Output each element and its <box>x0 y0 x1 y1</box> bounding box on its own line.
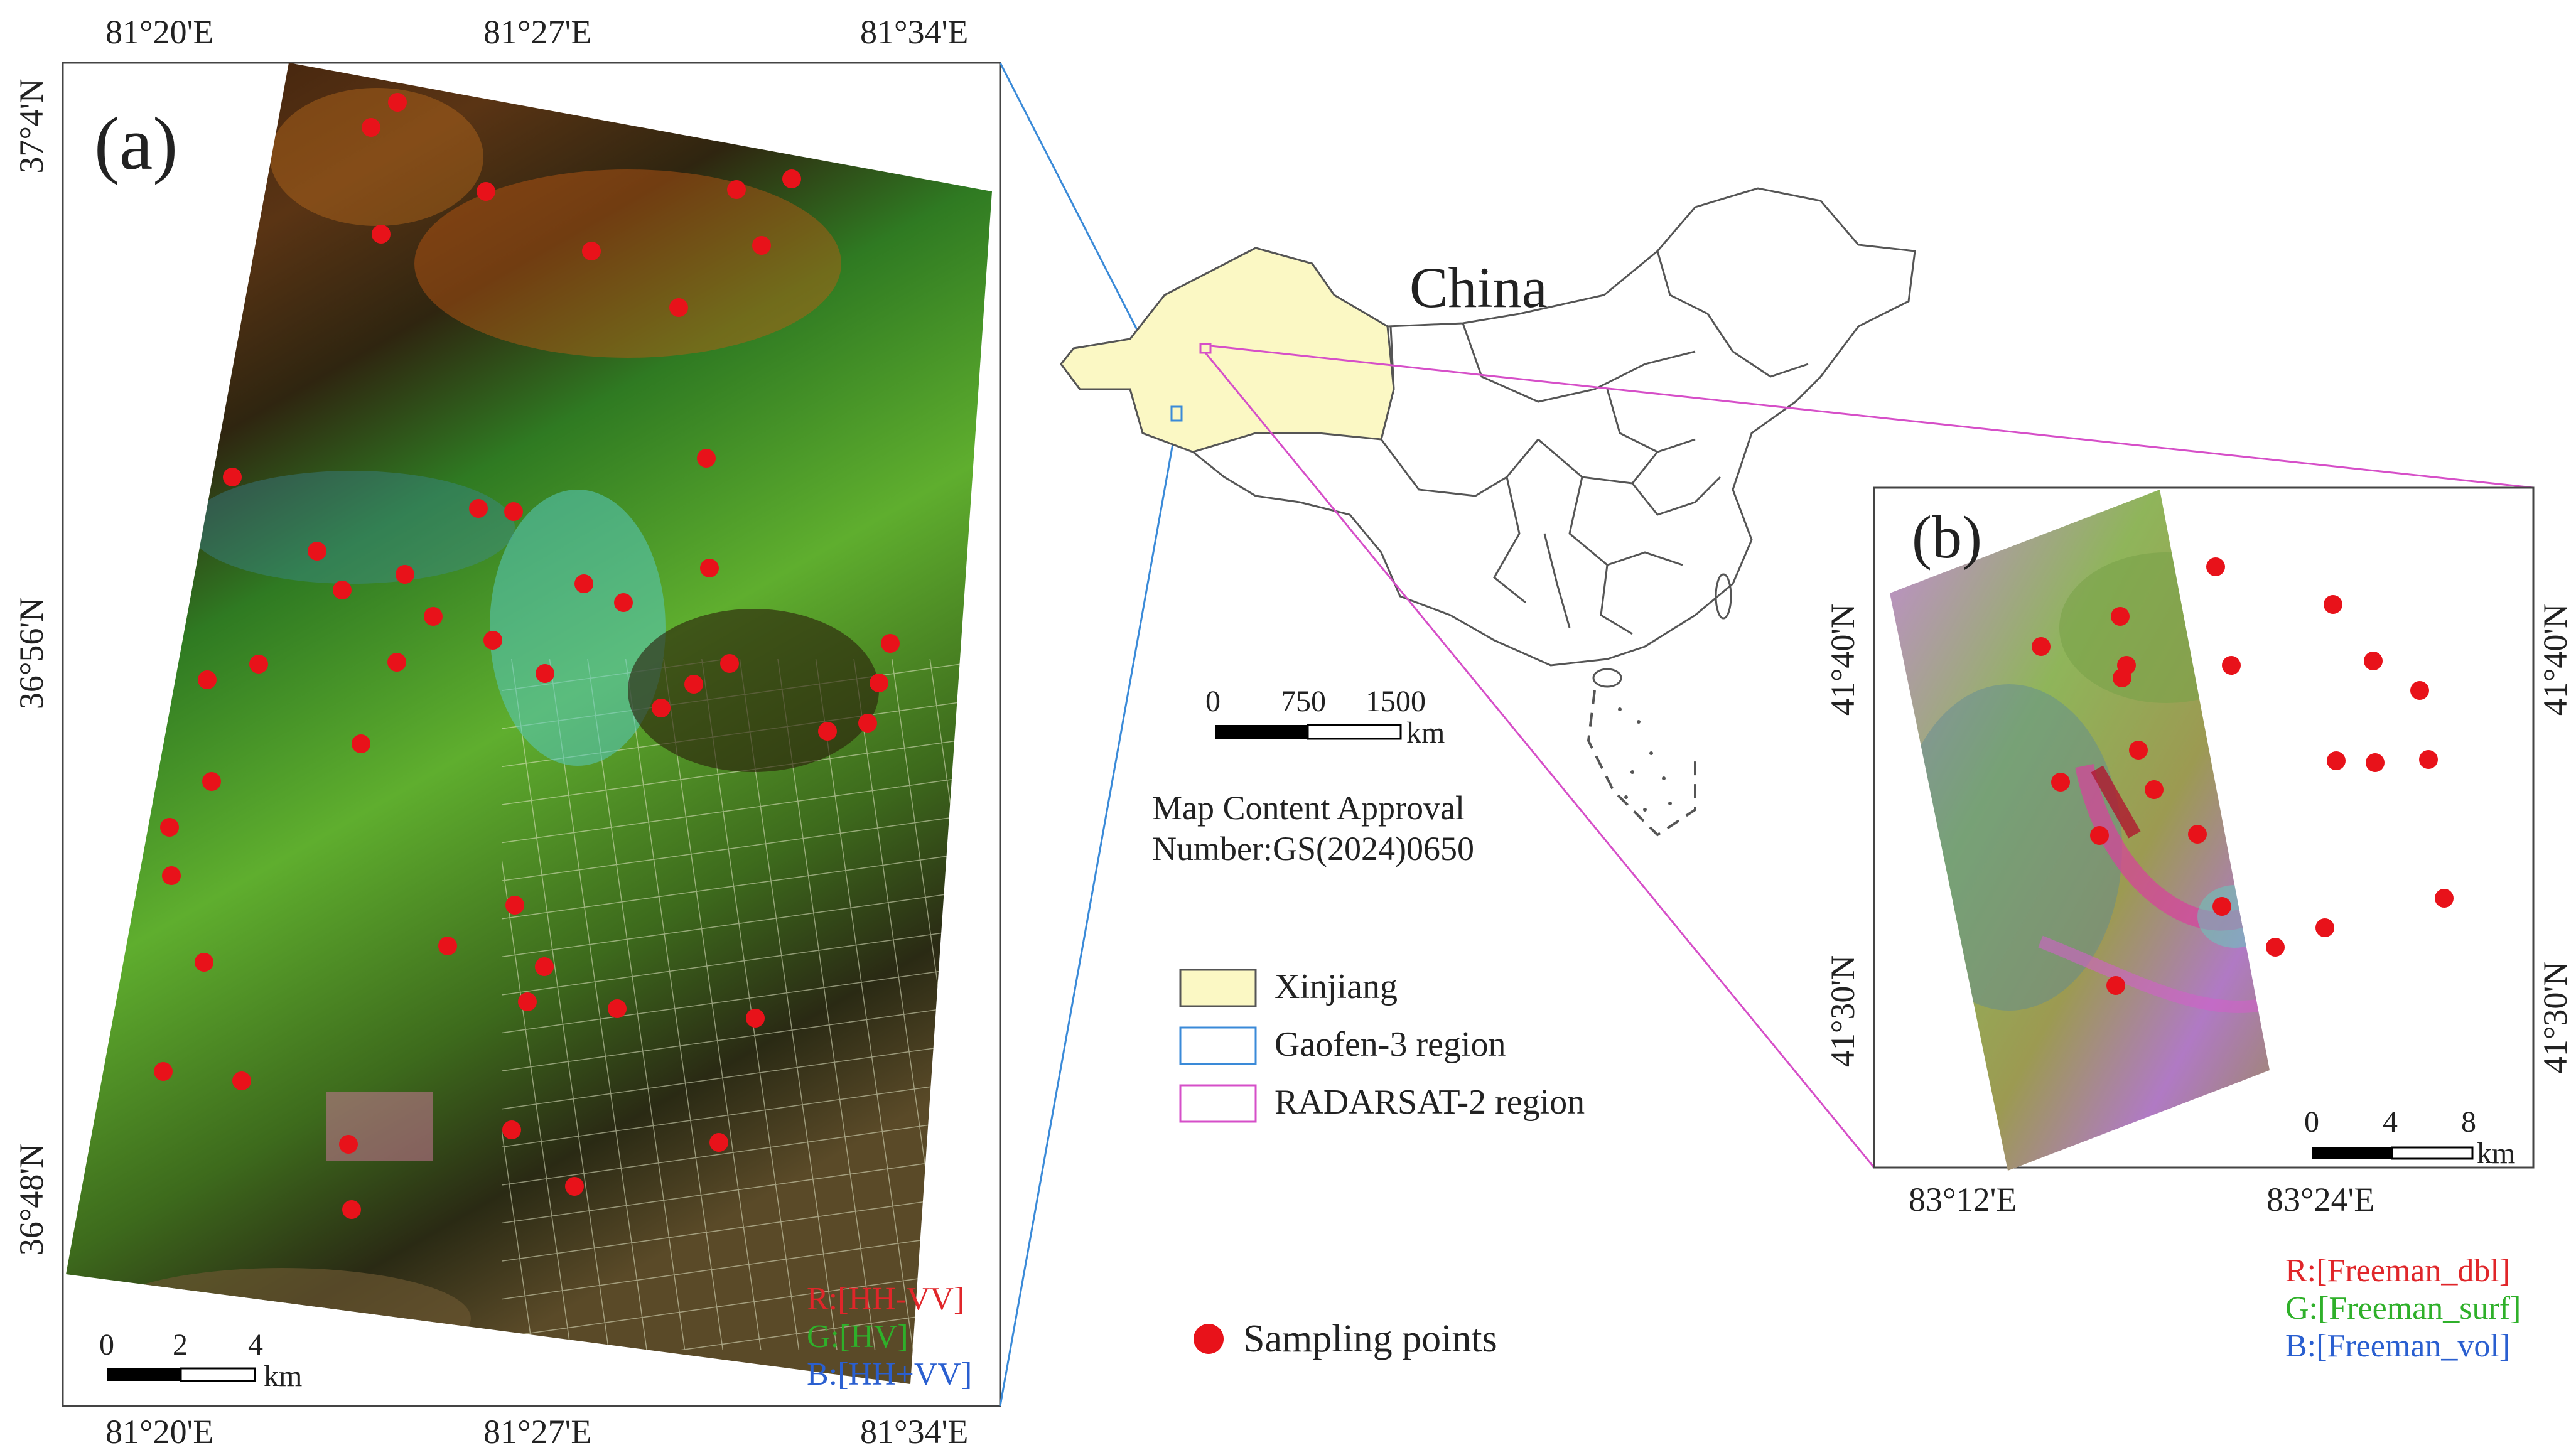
legend-swatch-xinjiang <box>1179 969 1257 1007</box>
panel-b-scale-0: 0 <box>2304 1105 2319 1139</box>
legend-label-radarsat2: RADARSAT-2 region <box>1275 1083 1585 1122</box>
panel-a-scale-4: 4 <box>248 1328 263 1361</box>
overview-scale-0: 0 <box>1205 685 1221 718</box>
legend-label-sampling-points: Sampling points <box>1243 1318 1497 1360</box>
panel-a-sampling-points <box>154 93 900 1219</box>
panel-a-top-tick-3: 81°34'E <box>860 13 969 51</box>
panel-a-scale-2: 2 <box>173 1328 188 1361</box>
panel-a-scale-unit: km <box>264 1360 303 1393</box>
panel-b-scale-4: 4 <box>2383 1105 2398 1139</box>
legend-sampling-marker <box>1194 1324 1224 1354</box>
panel-a-bottom-tick-3: 81°34'E <box>860 1413 969 1451</box>
panel-b-left-tick-1: 41°40'N <box>1824 603 1862 716</box>
panel-a-top-tick-1: 81°20'E <box>105 13 214 51</box>
map-approval-line2: Number:GS(2024)0650 <box>1152 830 1474 867</box>
panel-b-scale-unit: km <box>2477 1137 2516 1170</box>
overview-scale-750: 750 <box>1281 685 1326 718</box>
panel-a-composite-b: B:[HH+VV] <box>807 1356 973 1392</box>
panel-a-left-tick-2: 36°56'N <box>13 597 50 710</box>
panel-a-label: (a) <box>94 102 178 185</box>
panel-a-left-tick-3: 36°48'N <box>13 1143 50 1256</box>
panel-b-composite-g: G:[Freeman_surf] <box>2285 1291 2521 1326</box>
panel-b-bottom-tick-1: 83°12'E <box>1909 1181 2017 1218</box>
panel-a-top-tick-2: 81°27'E <box>483 13 592 51</box>
panel-b-right-tick-1: 41°40'N <box>2536 603 2574 716</box>
panel-a-scale-0: 0 <box>99 1328 114 1361</box>
legend-label-xinjiang: Xinjiang <box>1275 967 1398 1006</box>
legend-swatch-gaofen3 <box>1179 1026 1257 1065</box>
panel-b-composite-r: R:[Freeman_dbl] <box>2285 1253 2511 1289</box>
panel-a-bottom-tick-2: 81°27'E <box>483 1413 592 1451</box>
china-overview-map <box>1060 187 1916 837</box>
panel-b-right-tick-2: 41°30'N <box>2536 961 2574 1074</box>
overview-scale-unit: km <box>1406 716 1445 749</box>
panel-b-scale-8: 8 <box>2461 1105 2476 1139</box>
panel-b-bottom-tick-2: 83°24'E <box>2266 1181 2375 1218</box>
legend-label-gaofen3: Gaofen-3 region <box>1275 1025 1506 1064</box>
map-approval-line1: Map Content Approval <box>1152 789 1465 827</box>
panel-a-bottom-tick-1: 81°20'E <box>105 1413 214 1451</box>
panel-b-sampling-points <box>2032 557 2454 995</box>
panel-a-composite-g: G:[HV] <box>807 1319 908 1355</box>
panel-b-composite-b: B:[Freeman_vol] <box>2285 1328 2511 1364</box>
china-label: China <box>1409 255 1548 319</box>
legend-swatch-radarsat2 <box>1179 1084 1257 1123</box>
panel-b-label: (b) <box>1912 503 1982 571</box>
panel-a-left-tick-1: 37°4'N <box>13 78 50 174</box>
panel-b-left-tick-2: 41°30'N <box>1824 955 1862 1068</box>
overview-scale-1500: 1500 <box>1366 685 1426 718</box>
panel-a-composite-r: R:[HH-VV] <box>807 1281 965 1317</box>
